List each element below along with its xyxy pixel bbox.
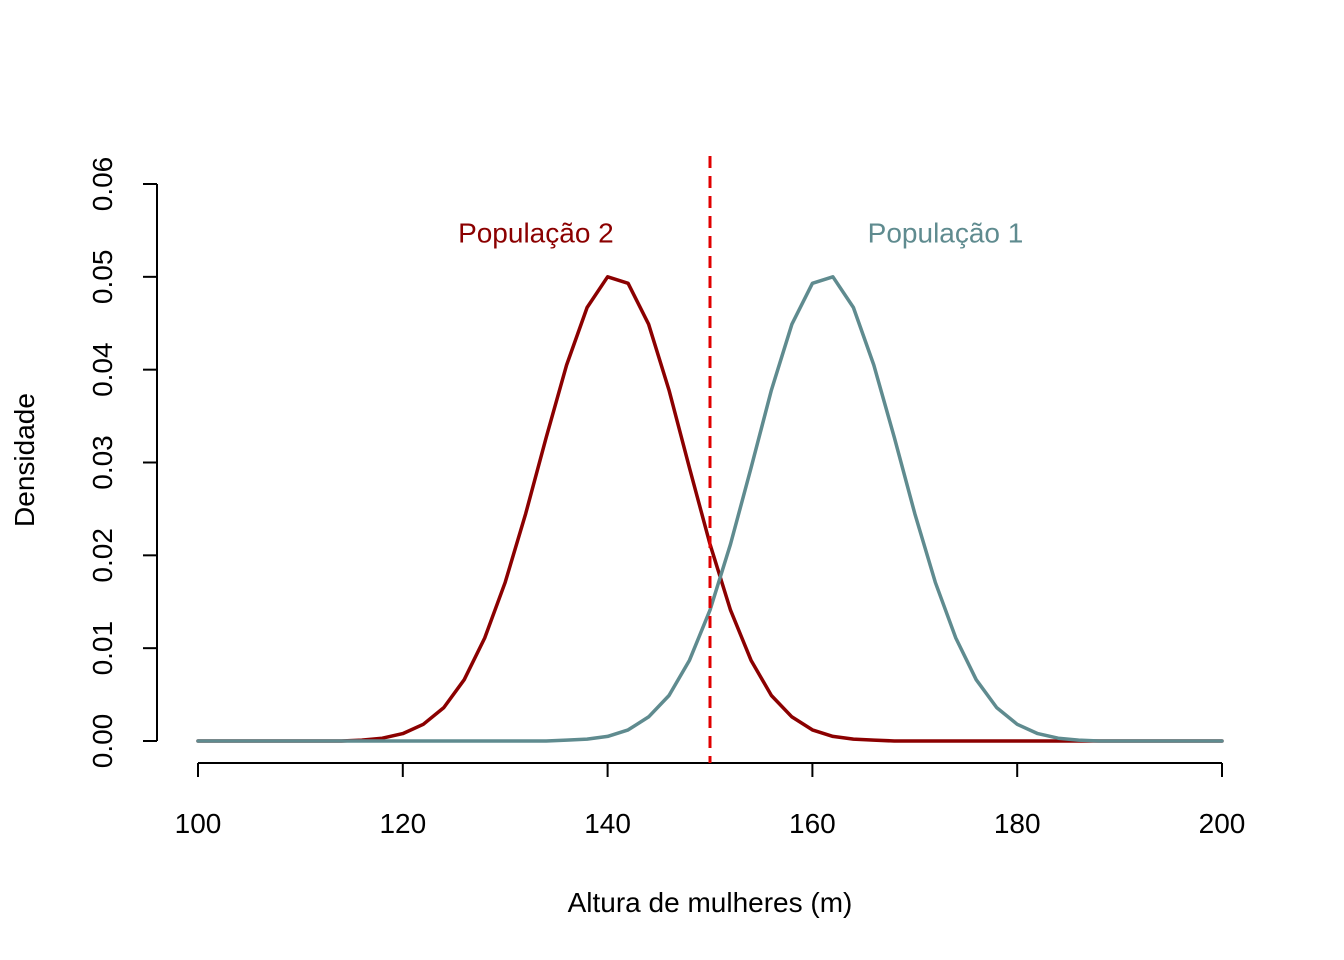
x-axis-title: Altura de mulheres (m)	[568, 887, 853, 918]
y-tick-label: 0.03	[87, 435, 118, 490]
y-tick-label: 0.00	[87, 714, 118, 769]
y-tick-label: 0.05	[87, 250, 118, 305]
x-tick-label: 180	[994, 808, 1041, 839]
x-tick-label: 100	[175, 808, 222, 839]
annotation-layer: População 2 População 1	[458, 217, 1023, 248]
y-tick-label: 0.04	[87, 342, 118, 397]
x-tick-label: 160	[789, 808, 836, 839]
x-tick-label: 140	[584, 808, 631, 839]
x-axis: 100 120 140 160 180 200	[175, 762, 1246, 839]
y-tick-label: 0.01	[87, 621, 118, 676]
series-annotation-2: População 1	[868, 217, 1024, 248]
series-annotation-1: População 2	[458, 217, 614, 248]
y-tick-label: 0.06	[87, 157, 118, 212]
x-tick-label: 120	[379, 808, 426, 839]
y-tick-label: 0.02	[87, 528, 118, 583]
y-axis: 0.00 0.01 0.02 0.03 0.04 0.05 0.06	[87, 157, 158, 769]
x-tick-label: 200	[1199, 808, 1246, 839]
y-axis-title: Densidade	[9, 393, 40, 527]
series-line-2	[196, 275, 1224, 743]
